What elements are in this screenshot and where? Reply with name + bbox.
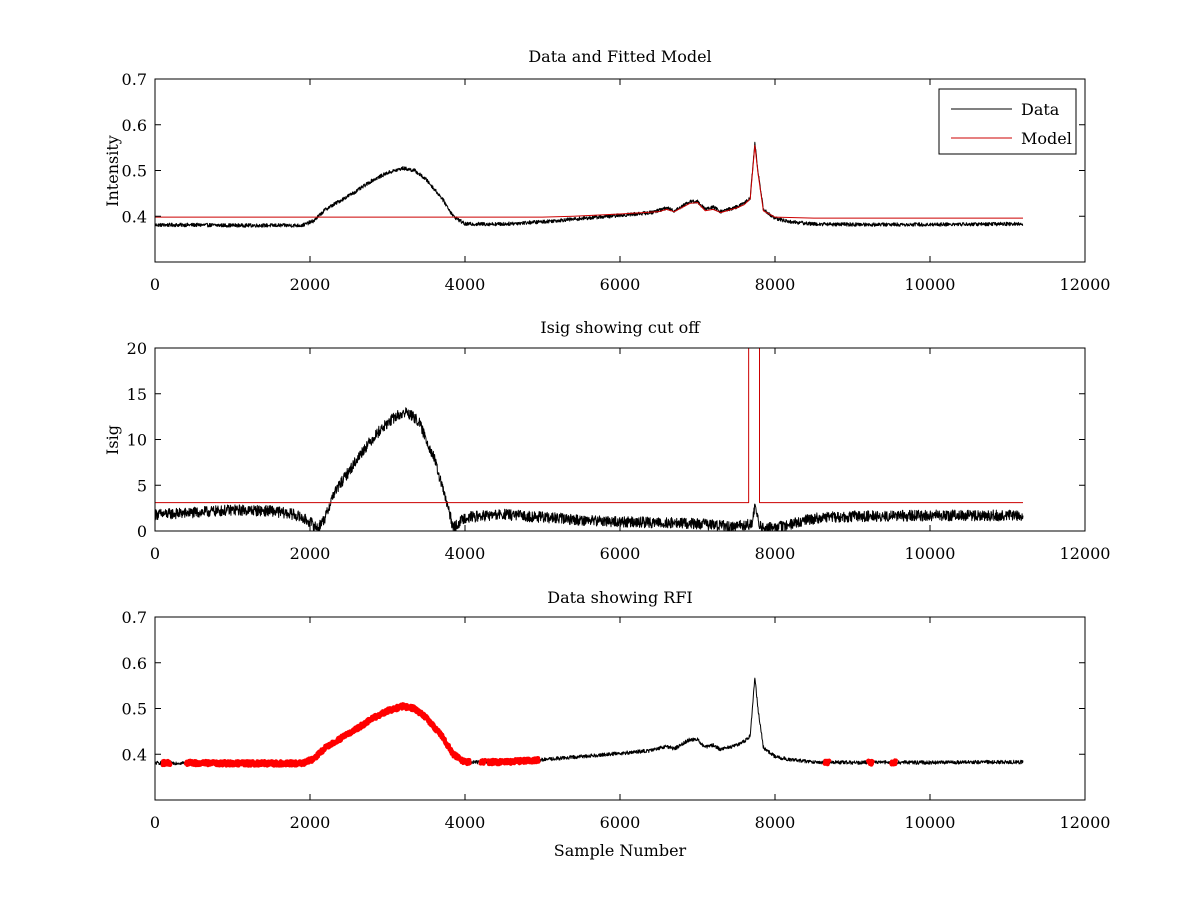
y-tick-label: 0.6 <box>122 116 147 135</box>
axes-frame <box>154 347 1086 532</box>
x-axis-label: Sample Number <box>554 841 687 860</box>
x-tick-label: 8000 <box>755 813 796 832</box>
x-tick-label: 6000 <box>600 275 641 294</box>
x-tick-label: 0 <box>150 544 160 563</box>
y-tick-label: 0 <box>137 522 147 541</box>
rfi-flagged-segment <box>478 757 488 766</box>
axes-frame <box>154 616 1086 801</box>
rfi-flagged-segment <box>822 758 832 767</box>
axis-ticks: 0 2000 4000 6000 8000 10000 12000 0.4 0.5 0.6 0.7 <box>122 70 1111 294</box>
legend: Data Model <box>938 88 1077 155</box>
x-tick-label: 2000 <box>290 813 331 832</box>
y-axis-label: Isig <box>103 425 122 455</box>
y-tick-label: 0.5 <box>122 700 147 719</box>
axes-frame <box>154 78 1086 263</box>
legend-box <box>938 88 1077 155</box>
rfi-flagged-segment <box>486 756 541 767</box>
rfi-flagged-segment <box>889 758 898 767</box>
y-tick-label: 0.4 <box>122 207 147 226</box>
series-line-1 <box>155 348 1023 504</box>
x-tick-label: 10000 <box>905 275 956 294</box>
y-tick-label: 0.6 <box>122 654 147 673</box>
y-tick-label: 0.4 <box>122 745 147 764</box>
y-tick-label: 5 <box>137 476 147 495</box>
legend-label-model: Model <box>1021 129 1072 148</box>
x-tick-label: 0 <box>150 813 160 832</box>
plot-area <box>155 348 1024 531</box>
rfi-flagged-segment <box>160 758 173 768</box>
x-tick-label: 8000 <box>755 544 796 563</box>
plot-area <box>155 677 1024 768</box>
y-tick-label: 10 <box>127 431 147 450</box>
x-tick-label: 12000 <box>1060 544 1111 563</box>
x-tick-label: 2000 <box>290 275 331 294</box>
x-tick-label: 10000 <box>905 813 956 832</box>
panel-title: Isig showing cut off <box>540 318 701 337</box>
x-tick-label: 10000 <box>905 544 956 563</box>
y-axis-label: Intensity <box>103 135 122 207</box>
rfi-flagged-segment <box>866 758 875 767</box>
legend-label-data: Data <box>1021 100 1060 119</box>
x-tick-label: 4000 <box>445 544 486 563</box>
y-tick-label: 0.7 <box>122 608 147 627</box>
x-tick-label: 4000 <box>445 813 486 832</box>
x-tick-label: 12000 <box>1060 275 1111 294</box>
y-tick-label: 15 <box>127 385 147 404</box>
x-tick-label: 0 <box>150 275 160 294</box>
panel-isig-cutoff: Isig showing cut off Isig 0 2000 4000 6000 8… <box>103 318 1110 563</box>
rfi-flagged-segment <box>184 702 472 768</box>
y-tick-label: 20 <box>127 339 147 358</box>
series-line-0 <box>155 407 1024 531</box>
series-line-1 <box>155 144 1023 219</box>
axis-ticks: 0 2000 4000 6000 8000 10000 12000 0.4 0.5 0.6 0.7 <box>122 608 1111 832</box>
panel-title: Data and Fitted Model <box>528 47 711 66</box>
x-tick-label: 4000 <box>445 275 486 294</box>
x-tick-label: 12000 <box>1060 813 1111 832</box>
panel-data-rfi: Data showing RFI 0 2000 4000 6000 8000 10000 1… <box>122 588 1111 860</box>
y-tick-label: 0.5 <box>122 162 147 181</box>
axis-ticks: 0 2000 4000 6000 8000 10000 12000 0 5 10 15 20 <box>127 339 1111 563</box>
x-tick-label: 6000 <box>600 544 641 563</box>
x-tick-label: 6000 <box>600 813 641 832</box>
plot-area <box>155 141 1024 228</box>
y-tick-label: 0.7 <box>122 70 147 89</box>
x-tick-label: 8000 <box>755 275 796 294</box>
series-line-0 <box>155 141 1024 228</box>
panel-data-fitted-model: Data and Fitted Model Intensity 0 2000 400… <box>103 47 1110 294</box>
x-tick-label: 2000 <box>290 544 331 563</box>
panel-title: Data showing RFI <box>547 588 692 607</box>
